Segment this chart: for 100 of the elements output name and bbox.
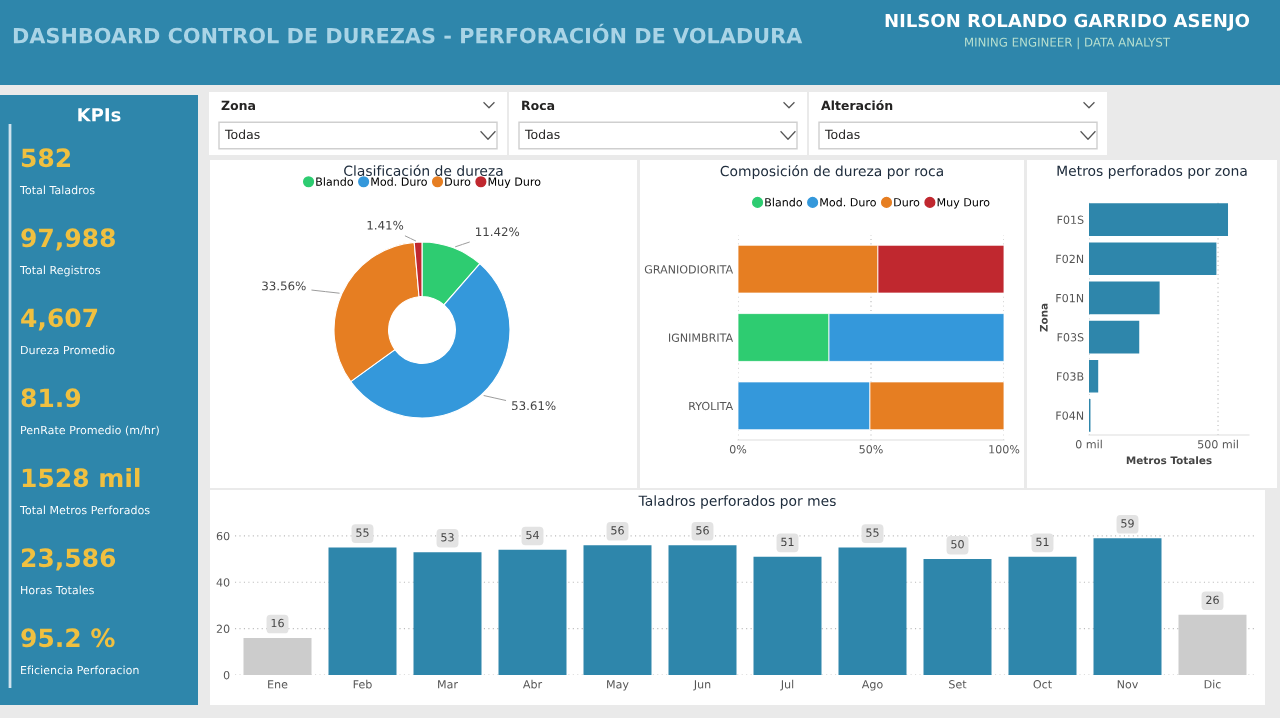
- text: Todas: [524, 129, 560, 140]
- x-tick-label: 100%: [989, 445, 1020, 454]
- text: 1528 mil: [22, 467, 140, 488]
- legend-label: Blando: [765, 197, 803, 207]
- bar: [1008, 556, 1077, 675]
- data-label: 53: [441, 533, 454, 542]
- legend-label: Muy Duro: [937, 198, 990, 209]
- bar: [668, 545, 737, 675]
- y-tick-label: F03S: [1057, 333, 1084, 342]
- x-tick-label: Nov: [1117, 680, 1139, 689]
- text: Total Metros Perforados: [19, 505, 150, 515]
- legend-label: Mod. Duro: [371, 177, 427, 186]
- bar: [838, 547, 907, 675]
- text: Eficiencia Perforacion: [21, 665, 139, 675]
- bar: [413, 552, 482, 675]
- chart-title: Taladros perforados por mes: [638, 495, 836, 509]
- text: Total Taladros: [19, 185, 95, 195]
- y-tick-label: F03B: [1057, 372, 1084, 381]
- x-tick-label: 0 mil: [1075, 439, 1102, 449]
- x-tick-label: Feb: [353, 679, 372, 689]
- data-label: 16: [271, 618, 284, 628]
- text: MINING ENGINEER | DATA ANALYST: [965, 37, 1171, 50]
- text: 582: [21, 148, 71, 168]
- bar: [1089, 242, 1217, 276]
- legend-label: Blando: [316, 177, 354, 186]
- x-tick-label: Oct: [1033, 680, 1052, 689]
- data-label: 50: [951, 540, 964, 549]
- bar: [1093, 538, 1162, 675]
- bar: [923, 559, 992, 675]
- data-label: 54: [526, 530, 539, 540]
- text: Total Registros: [19, 265, 101, 277]
- y-tick-label: 40: [216, 578, 230, 587]
- data-label: 26: [1206, 595, 1219, 605]
- bar: [1089, 359, 1099, 393]
- x-tick-label: Abr: [522, 679, 543, 689]
- data-label: 56: [611, 526, 624, 535]
- bar: [1089, 281, 1160, 315]
- data-label: 59: [1121, 519, 1134, 528]
- x-tick-label: May: [607, 680, 629, 691]
- text: Todas: [224, 129, 260, 140]
- text: 4,607: [21, 308, 98, 331]
- y-tick-label: F01S: [1057, 215, 1084, 224]
- x-tick-label: Ene: [268, 680, 288, 689]
- text: Horas Totales: [21, 585, 94, 595]
- data-label: 51: [781, 537, 794, 547]
- text: 95.2 %: [21, 628, 115, 648]
- text: Zona: [221, 100, 255, 111]
- text: Roca: [522, 100, 555, 111]
- legend-label: Duro: [894, 198, 920, 207]
- data-label: 1.41%: [367, 220, 404, 230]
- chart-title: Metros perforados por zona: [1057, 165, 1247, 179]
- data-label: 51: [1036, 537, 1049, 547]
- x-tick-label: Mar: [438, 680, 458, 689]
- text: DASHBOARD CONTROL DE DUREZAS - PERFORACIÓN DE VOLADURA: [13, 23, 803, 44]
- text: Alteración: [821, 99, 893, 111]
- y-tick-label: RYOLITA: [689, 401, 734, 411]
- y-tick-label: IGNIMBRITA: [669, 333, 734, 342]
- x-tick-label: Jun: [693, 680, 711, 691]
- bar: [243, 637, 312, 675]
- x-tick-label: Ago: [861, 680, 883, 691]
- y-tick-label: F04N: [1056, 411, 1084, 420]
- text: 81.9: [21, 388, 81, 408]
- bar: [583, 545, 652, 675]
- legend-label: Mod. Duro: [820, 197, 876, 207]
- bar: [753, 556, 822, 675]
- text: KPIs: [78, 108, 121, 122]
- text: Todas: [824, 129, 860, 140]
- text: Dureza Promedio: [21, 345, 115, 355]
- x-tick-label: Jul: [780, 679, 794, 691]
- y-tick-label: 0: [223, 670, 230, 680]
- y-tick-label: 60: [216, 531, 230, 541]
- bar: [328, 547, 397, 675]
- x-tick-label: Dic: [1204, 679, 1221, 689]
- legend-label: Muy Duro: [488, 177, 541, 188]
- bar: [1089, 203, 1229, 236]
- x-tick-label: Set: [949, 680, 967, 689]
- data-label: 33.56%: [262, 281, 306, 291]
- x-tick-label: 0%: [729, 445, 747, 454]
- y-tick-label: F01N: [1056, 293, 1084, 303]
- data-label: 55: [356, 528, 369, 537]
- data-label: 56: [696, 526, 709, 535]
- data-label: 55: [866, 528, 879, 537]
- y-tick-label: GRANIODIORITA: [644, 265, 734, 274]
- text: 97,988: [21, 228, 115, 251]
- text: 23,586: [21, 548, 116, 571]
- y-tick-label: 20: [216, 624, 230, 634]
- y-tick-label: F02N: [1056, 254, 1084, 264]
- data-label: 11.42%: [476, 227, 520, 237]
- chart-title: Composición de dureza por roca: [720, 165, 943, 179]
- bar: [1089, 320, 1140, 354]
- x-axis-title: Metros Totales: [1126, 456, 1212, 465]
- bar: [1178, 614, 1247, 675]
- data-label: 53.61%: [512, 401, 556, 411]
- bar: [498, 549, 567, 675]
- text: PenRate Promedio (m/hr): [21, 425, 159, 436]
- y-axis-title: Zona: [1039, 303, 1048, 332]
- chart-title: Clasificación de dureza: [344, 164, 503, 177]
- x-tick-label: 500 mil: [1198, 439, 1238, 449]
- x-tick-label: 50%: [859, 445, 883, 454]
- text: NILSON ROLANDO GARRIDO ASENJO: [885, 13, 1250, 31]
